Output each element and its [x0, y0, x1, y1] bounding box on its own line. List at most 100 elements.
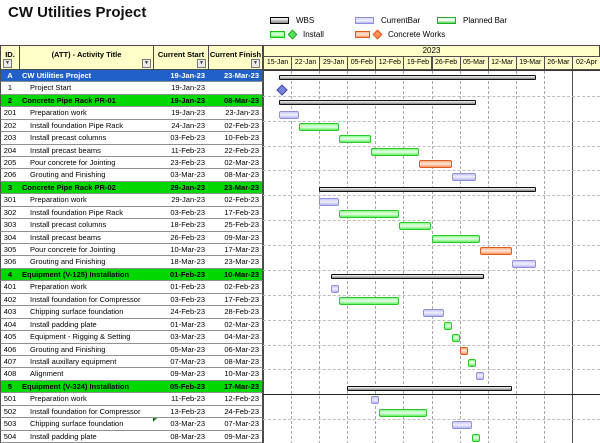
gantt-bar-install[interactable]	[339, 135, 372, 144]
gantt-bar-install[interactable]	[467, 359, 476, 368]
cell-id[interactable]: 201	[0, 107, 20, 120]
cell-finish[interactable]: 23-Jan-23	[208, 107, 263, 120]
cell-start[interactable]: 03-Mar-23	[153, 418, 209, 431]
gantt-bar-current[interactable]	[319, 197, 340, 206]
cell-finish[interactable]: 10-Mar-23	[208, 368, 263, 381]
cell-finish[interactable]: 02-Feb-23	[208, 119, 263, 133]
cell-id[interactable]: 406	[0, 343, 20, 356]
cell-finish[interactable]: 17-Mar-23	[208, 244, 263, 257]
cell-title[interactable]: Install precast beams	[19, 231, 154, 245]
cell-start[interactable]: 23-Feb-23	[153, 157, 209, 170]
cell-start[interactable]: 24-Jan-23	[153, 119, 209, 133]
filter-dropdown-current-start[interactable]: ▼	[197, 59, 206, 68]
cell-start[interactable]: 03-Mar-23	[153, 169, 209, 182]
cell-title[interactable]: Equipment (V-125) Installation	[19, 268, 154, 282]
cell-finish[interactable]: 10-Mar-23	[208, 268, 263, 282]
cell-id[interactable]: 301	[0, 194, 20, 207]
gantt-bar-wbs[interactable]	[319, 186, 536, 192]
cell-id[interactable]: 504	[0, 430, 20, 443]
cell-start[interactable]: 11-Feb-23	[153, 144, 209, 158]
gantt-bar-wbs[interactable]	[347, 385, 512, 391]
gantt-bar-current[interactable]	[331, 284, 340, 293]
cell-finish[interactable]: 22-Feb-23	[208, 144, 263, 158]
cell-finish[interactable]: 24-Feb-23	[208, 405, 263, 419]
cell-title[interactable]: Preparation work	[19, 393, 154, 406]
cell-finish[interactable]: 06-Mar-23	[208, 343, 263, 356]
cell-title[interactable]: Alignment	[19, 368, 154, 381]
cell-start[interactable]: 03-Mar-23	[153, 331, 209, 344]
cell-title[interactable]: CW Utilities Project	[19, 70, 154, 83]
cell-finish[interactable]: 04-Mar-23	[208, 331, 263, 344]
gantt-bar-install[interactable]	[471, 433, 480, 442]
cell-id[interactable]: 408	[0, 368, 20, 381]
cell-title[interactable]: Preparation work	[19, 281, 154, 294]
cell-title[interactable]: Grouting and Finishing	[19, 256, 154, 269]
cell-finish[interactable]: 17-Feb-23	[208, 206, 263, 220]
gantt-bar-wbs[interactable]	[279, 99, 476, 105]
cell-id[interactable]: 2	[0, 94, 20, 108]
cell-finish[interactable]: 17-Mar-23	[208, 380, 263, 394]
cell-start[interactable]: 07-Mar-23	[153, 355, 209, 369]
gantt-bar-current[interactable]	[279, 110, 300, 119]
cell-start[interactable]: 01-Feb-23	[153, 268, 209, 282]
cell-finish[interactable]: 02-Mar-23	[208, 318, 263, 332]
cell-id[interactable]: 304	[0, 231, 20, 245]
gantt-bar-current[interactable]	[423, 309, 444, 318]
cell-start[interactable]: 05-Mar-23	[153, 343, 209, 356]
cell-finish[interactable]: 02-Feb-23	[208, 194, 263, 207]
gantt-bar-current[interactable]	[451, 172, 476, 181]
cell-title[interactable]: Project Start	[19, 82, 154, 95]
cell-title[interactable]: Chipping surface foundation	[19, 418, 154, 431]
cell-finish[interactable]: 07-Mar-23	[208, 418, 263, 431]
cell-finish[interactable]: 23-Mar-23	[208, 70, 263, 83]
cell-id[interactable]: 202	[0, 119, 20, 133]
cell-id[interactable]: 404	[0, 318, 20, 332]
milestone-diamond[interactable]	[275, 84, 288, 96]
cell-finish[interactable]: 09-Mar-23	[208, 231, 263, 245]
cell-start[interactable]: 19-Jan-23	[153, 94, 209, 108]
cell-start[interactable]: 03-Feb-23	[153, 206, 209, 220]
cell-start[interactable]: 29-Jan-23	[153, 181, 209, 195]
gantt-bar-install[interactable]	[379, 408, 428, 417]
cell-id[interactable]: 4	[0, 268, 20, 282]
cell-title[interactable]: Install precast beams	[19, 144, 154, 158]
cell-id[interactable]: 503	[0, 418, 20, 431]
gantt-bar-current[interactable]	[371, 396, 380, 405]
gantt-bar-install[interactable]	[371, 147, 420, 156]
cell-title[interactable]: Chipping surface foundation	[19, 306, 154, 319]
cell-id[interactable]: 3	[0, 181, 20, 195]
cell-start[interactable]: 10-Mar-23	[153, 244, 209, 257]
gantt-bar-wbs[interactable]	[279, 74, 536, 80]
cell-title[interactable]: Install foundation Pipe Rack	[19, 119, 154, 133]
cell-start[interactable]: 19-Jan-23	[153, 82, 209, 95]
cell-finish[interactable]: 28-Feb-23	[208, 306, 263, 319]
filter-dropdown-activity-title[interactable]: ▼	[142, 59, 151, 68]
cell-start[interactable]: 09-Mar-23	[153, 368, 209, 381]
cell-title[interactable]: Install precast columns	[19, 132, 154, 145]
cell-id[interactable]: 401	[0, 281, 20, 294]
cell-start[interactable]: 18-Mar-23	[153, 256, 209, 269]
cell-title[interactable]: Grouting and Finishing	[19, 343, 154, 356]
cell-title[interactable]: Install foundation for Compressor	[19, 293, 154, 307]
cell-title[interactable]: Equipment - Rigging & Setting	[19, 331, 154, 344]
cell-id[interactable]: 206	[0, 169, 20, 182]
cell-finish[interactable]	[208, 82, 263, 95]
cell-id[interactable]: 203	[0, 132, 20, 145]
cell-start[interactable]: 03-Feb-23	[153, 132, 209, 145]
gantt-bar-current[interactable]	[451, 421, 472, 430]
gantt-bar-install[interactable]	[399, 222, 432, 231]
cell-id[interactable]: 502	[0, 405, 20, 419]
cell-id[interactable]: 306	[0, 256, 20, 269]
cell-title[interactable]: Concrete Pipe Rack PR-02	[19, 181, 154, 195]
cell-finish[interactable]: 17-Feb-23	[208, 293, 263, 307]
cell-finish[interactable]: 08-Mar-23	[208, 355, 263, 369]
cell-id[interactable]: 5	[0, 380, 20, 394]
cell-start[interactable]: 13-Feb-23	[153, 405, 209, 419]
gantt-bar-install[interactable]	[339, 297, 400, 306]
filter-dropdown-current-finish[interactable]: ▼	[251, 59, 260, 68]
cell-title[interactable]: Install foundation for Compressor	[19, 405, 154, 419]
gantt-bar-install[interactable]	[431, 234, 480, 243]
cell-start[interactable]: 01-Mar-23	[153, 318, 209, 332]
cell-title[interactable]: Install foundation Pipe Rack	[19, 206, 154, 220]
cell-start[interactable]: 11-Feb-23	[153, 393, 209, 406]
